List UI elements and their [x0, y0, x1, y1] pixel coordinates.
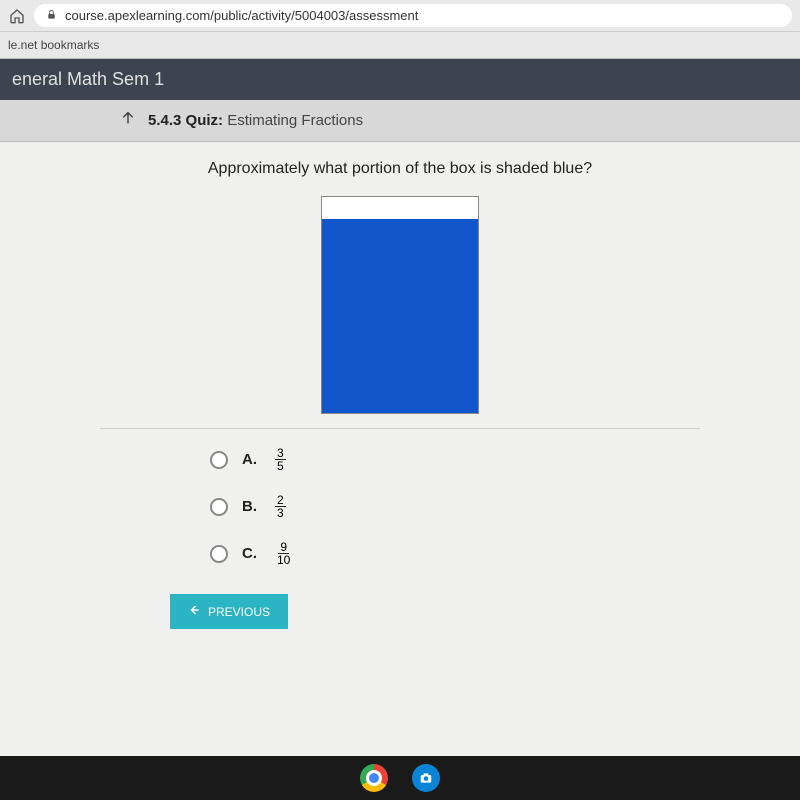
quiz-number: 5.4.3: [148, 112, 181, 129]
previous-label: PREVIOUS: [208, 605, 270, 619]
previous-button[interactable]: PREVIOUS: [170, 594, 288, 629]
content-area: Approximately what portion of the box is…: [0, 142, 800, 782]
radio-icon[interactable]: [210, 545, 228, 563]
answer-list: A. 3 5 B. 2 3 C. 9 10: [210, 447, 740, 566]
camera-icon[interactable]: [412, 764, 440, 792]
denominator: 10: [275, 554, 292, 566]
radio-icon[interactable]: [210, 498, 228, 516]
fraction: 2 3: [275, 494, 286, 519]
diagram-container: [60, 196, 740, 414]
divider: [100, 428, 700, 429]
denominator: 5: [275, 460, 286, 472]
browser-chrome-bar: course.apexlearning.com/public/activity/…: [0, 0, 800, 32]
course-title: eneral Math Sem 1: [12, 69, 164, 89]
quiz-label: Quiz:: [186, 112, 224, 129]
bookmarks-bar: le.net bookmarks: [0, 32, 800, 59]
shaded-region: [322, 219, 478, 413]
url-text: course.apexlearning.com/public/activity/…: [65, 8, 418, 23]
quiz-breadcrumb-bar: 5.4.3 Quiz: Estimating Fractions: [0, 100, 800, 142]
fraction: 9 10: [275, 541, 292, 566]
chrome-icon[interactable]: [360, 764, 388, 792]
back-arrow-icon[interactable]: [120, 110, 136, 131]
answer-letter: B.: [242, 498, 257, 515]
fraction-box: [321, 196, 479, 414]
answer-option[interactable]: B. 2 3: [210, 494, 740, 519]
lock-icon: [46, 9, 57, 23]
arrow-left-icon: [188, 604, 200, 619]
bookmark-item[interactable]: le.net bookmarks: [8, 38, 99, 52]
question-text: Approximately what portion of the box is…: [60, 160, 740, 178]
quiz-title: Estimating Fractions: [227, 112, 363, 129]
course-header: eneral Math Sem 1: [0, 59, 800, 100]
denominator: 3: [275, 507, 286, 519]
url-bar[interactable]: course.apexlearning.com/public/activity/…: [34, 4, 792, 27]
fraction: 3 5: [275, 447, 286, 472]
home-icon[interactable]: [8, 7, 26, 25]
taskbar: [0, 756, 800, 800]
answer-option[interactable]: C. 9 10: [210, 541, 740, 566]
answer-letter: A.: [242, 451, 257, 468]
radio-icon[interactable]: [210, 451, 228, 469]
answer-option[interactable]: A. 3 5: [210, 447, 740, 472]
answer-letter: C.: [242, 545, 257, 562]
